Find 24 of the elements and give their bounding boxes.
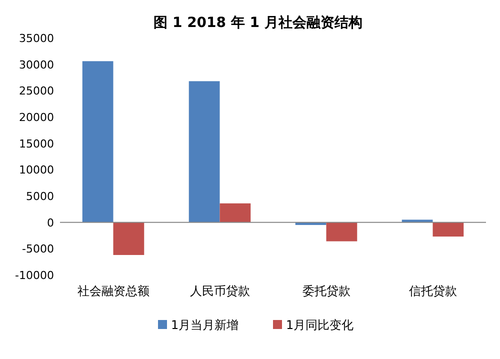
chart-title: 图 1 2018 年 1 月社会融资结构 — [154, 15, 362, 31]
x-tick-label: 人民币贷款 — [190, 284, 250, 298]
y-tick-label: 30000 — [19, 58, 54, 72]
x-tick-label: 委托贷款 — [302, 284, 350, 298]
bar — [432, 222, 464, 237]
bar — [188, 81, 220, 222]
x-tick-label: 信托贷款 — [408, 284, 457, 298]
bar — [113, 222, 144, 255]
legend-label: 1月同比变化 — [286, 318, 354, 332]
y-tick-label: 15000 — [19, 137, 54, 150]
y-tick-label: -5000 — [22, 242, 54, 256]
y-tick-label: 0 — [47, 216, 54, 230]
y-tick-label: 5000 — [26, 190, 54, 203]
x-tick-label: 社会融资总额 — [77, 284, 150, 298]
y-tick-label: 25000 — [19, 84, 54, 98]
bar — [82, 61, 114, 222]
legend-label: 1月当月新增 — [171, 318, 239, 332]
y-tick-label: -10000 — [15, 269, 54, 282]
bar — [326, 222, 358, 242]
y-tick-label: 35000 — [19, 32, 54, 45]
y-tick-label: 10000 — [19, 164, 54, 177]
y-tick-label: 20000 — [19, 111, 54, 124]
bar — [220, 203, 251, 222]
bar — [402, 220, 433, 222]
